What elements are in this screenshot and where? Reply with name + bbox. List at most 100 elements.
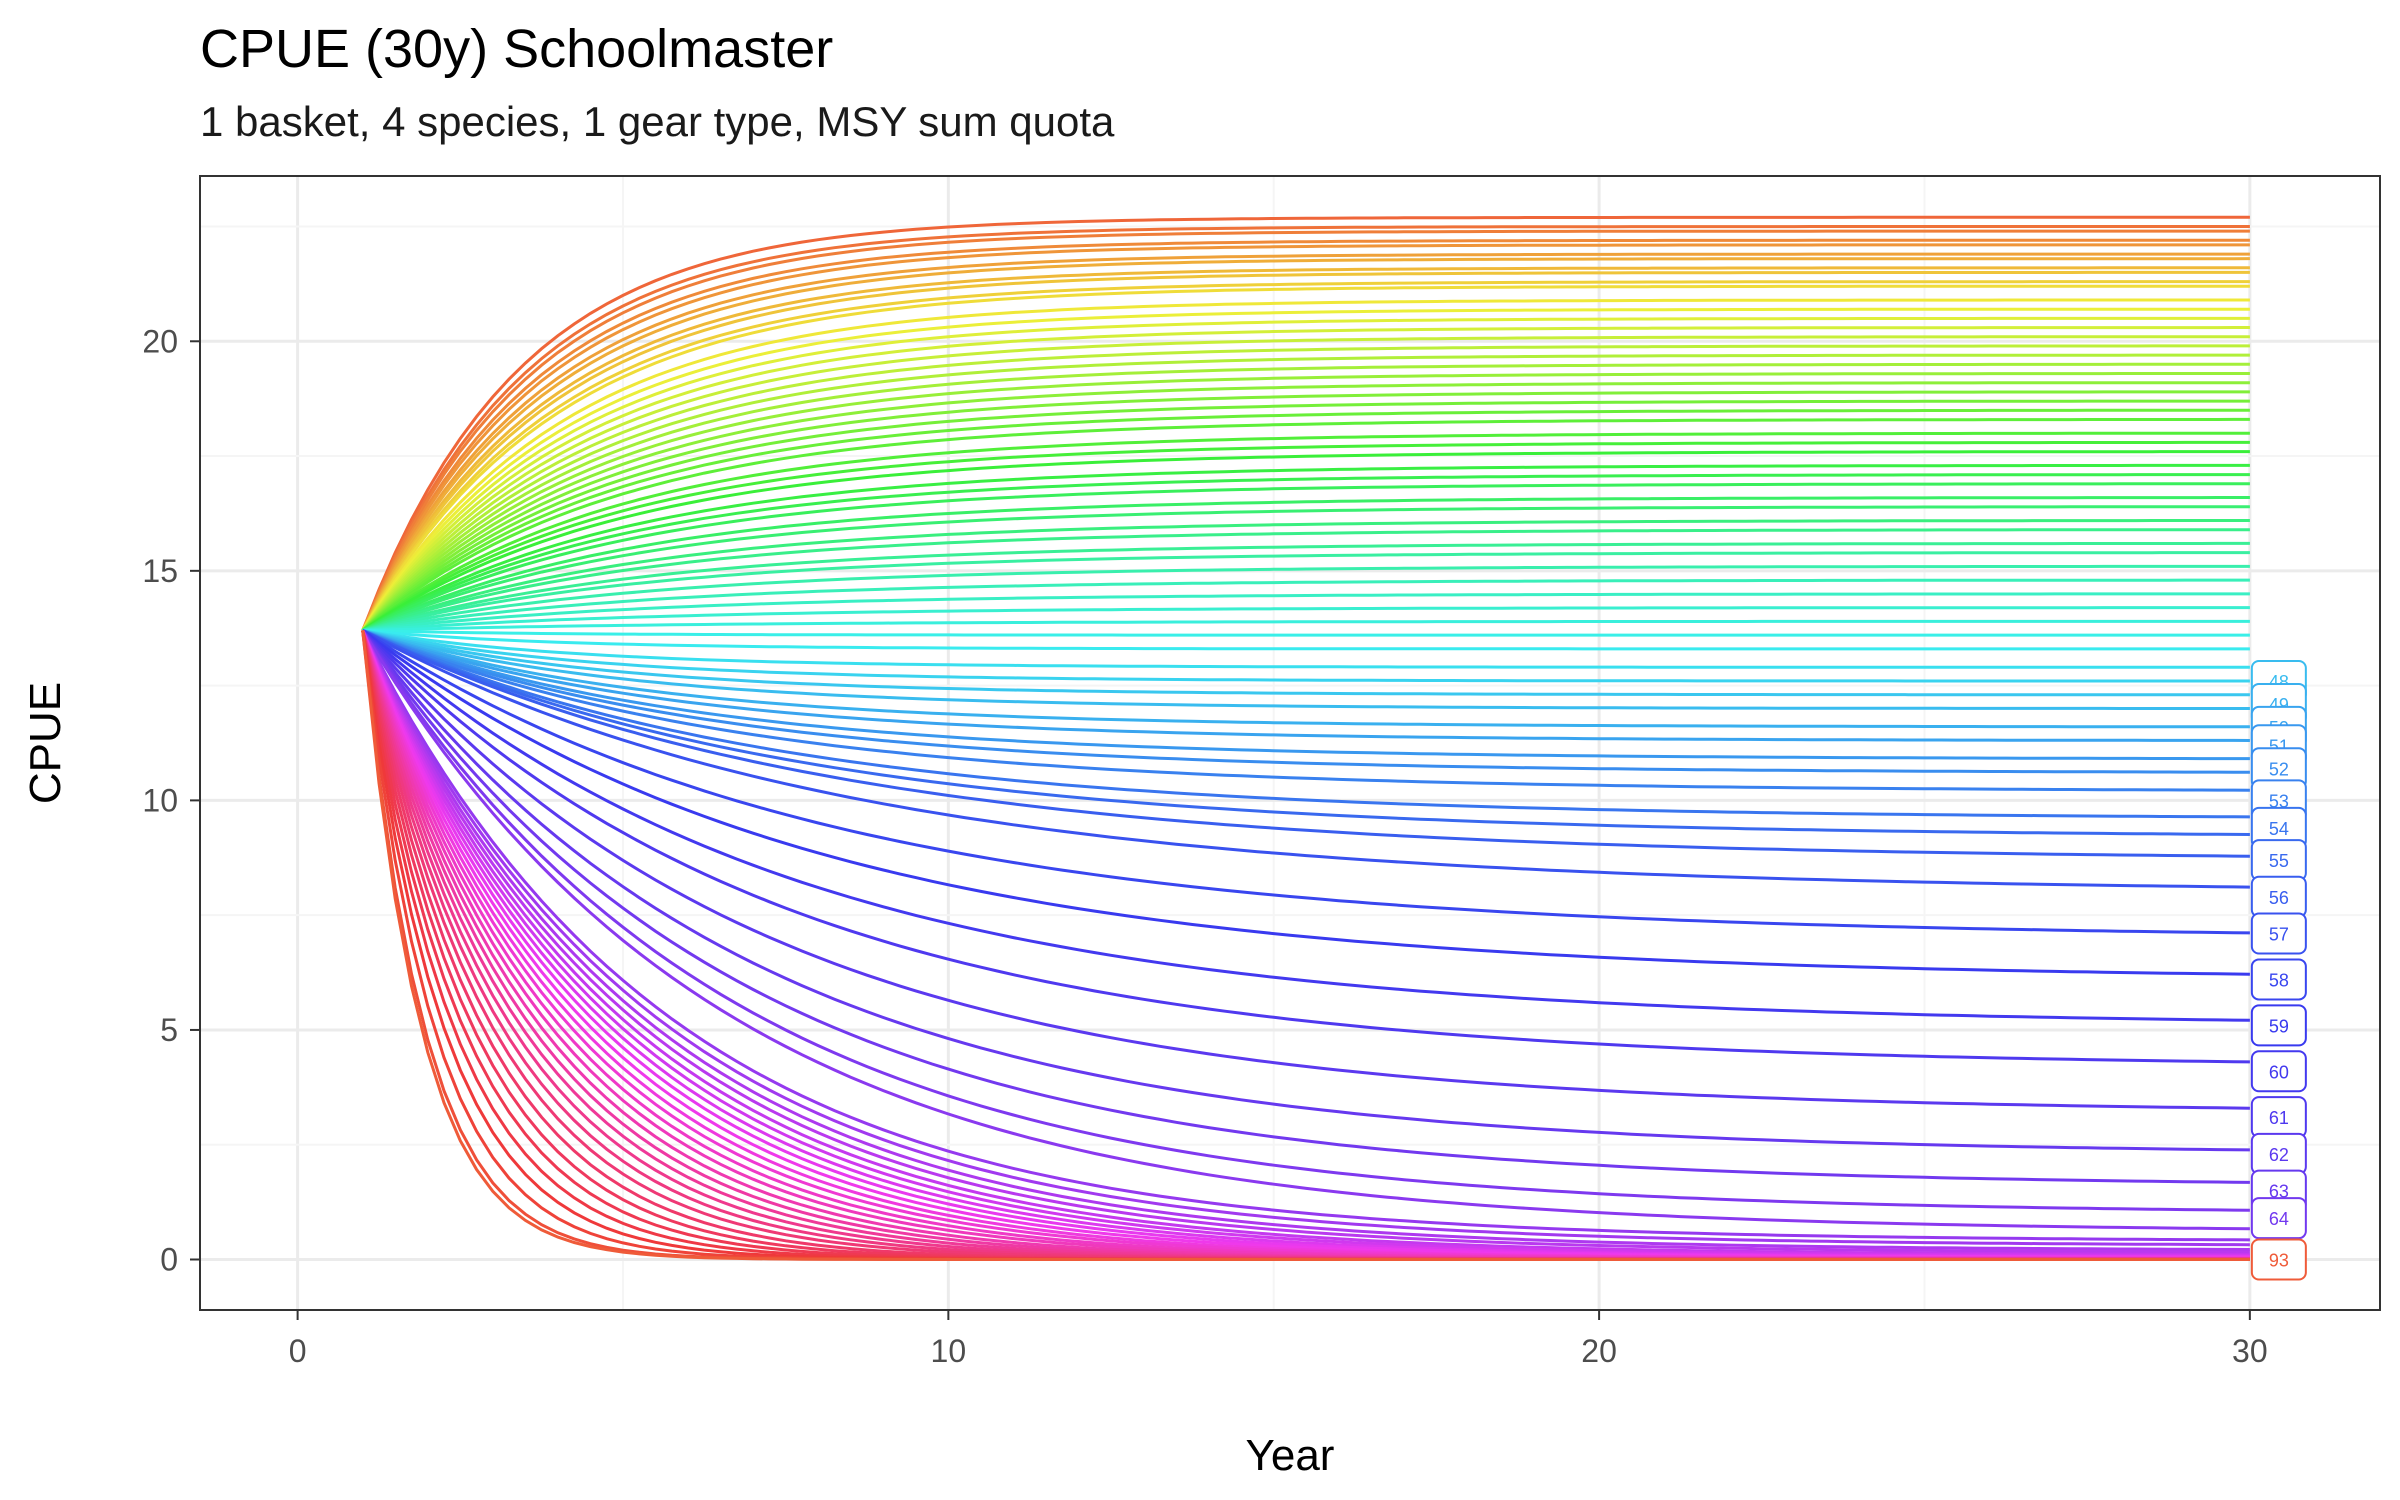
series-line-44 xyxy=(362,629,2250,651)
series-line-19 xyxy=(361,362,2250,632)
series-line-50 xyxy=(362,629,2250,742)
series-line-2 xyxy=(361,225,2250,632)
series-line-42 xyxy=(362,619,2250,632)
series-line-70 xyxy=(361,629,2250,1254)
series-line-20 xyxy=(361,372,2250,632)
series-line-25 xyxy=(361,417,2250,632)
series-line-24 xyxy=(361,408,2250,632)
series-line-22 xyxy=(361,390,2250,632)
x-tick-label: 0 xyxy=(289,1333,307,1369)
series-line-3 xyxy=(361,229,2250,632)
series-line-36 xyxy=(362,541,2250,632)
end-label-62: 62 xyxy=(2250,1132,2307,1175)
series-line-30 xyxy=(361,473,2250,632)
end-label-text: 56 xyxy=(2269,888,2289,908)
series-line-66 xyxy=(361,629,2250,1231)
series-line-28 xyxy=(361,450,2250,632)
end-label-54: 54 xyxy=(2250,806,2307,849)
series-line-54 xyxy=(362,629,2250,819)
y-tick-label: 0 xyxy=(160,1241,178,1277)
end-label-58: 58 xyxy=(2250,958,2307,1001)
series-line-14 xyxy=(361,316,2250,632)
end-label-59: 59 xyxy=(2250,1004,2307,1047)
series-line-68 xyxy=(361,629,2250,1247)
series-line-62 xyxy=(361,629,2250,1110)
series-end-labels: 484950515253545556575859606162636493 xyxy=(2250,660,2307,1281)
series-line-4 xyxy=(361,238,2250,632)
series-line-38 xyxy=(362,564,2250,632)
series-line-13 xyxy=(361,307,2250,632)
end-label-box xyxy=(2250,1238,2307,1281)
series-line-1 xyxy=(361,215,2250,632)
series-line-69 xyxy=(361,629,2250,1251)
series-line-17 xyxy=(361,344,2250,632)
series-lines xyxy=(361,215,2250,1261)
series-line-43 xyxy=(362,629,2250,637)
end-label-box xyxy=(2250,1197,2307,1240)
end-label-text: 63 xyxy=(2269,1182,2289,1202)
series-line-59 xyxy=(361,629,2250,976)
end-label-56: 56 xyxy=(2250,875,2307,918)
series-line-37 xyxy=(362,551,2250,632)
series-line-27 xyxy=(361,440,2250,632)
end-label-text: 93 xyxy=(2269,1250,2289,1270)
y-tick-label: 20 xyxy=(142,323,178,359)
series-line-47 xyxy=(362,629,2250,697)
series-line-48 xyxy=(362,629,2250,710)
end-label-93: 93 xyxy=(2250,1238,2307,1281)
series-line-41 xyxy=(362,606,2250,632)
x-axis-title: Year xyxy=(1246,1431,1335,1480)
series-line-31 xyxy=(362,482,2250,632)
end-label-text: 59 xyxy=(2269,1016,2289,1036)
series-line-51 xyxy=(362,629,2250,761)
end-label-61: 61 xyxy=(2250,1096,2307,1139)
end-label-text: 53 xyxy=(2269,791,2289,811)
series-line-34 xyxy=(362,519,2250,632)
series-line-9 xyxy=(361,270,2250,632)
end-label-60: 60 xyxy=(2250,1050,2307,1093)
y-axis-title: CPUE xyxy=(21,682,70,804)
series-line-33 xyxy=(362,505,2250,632)
series-line-32 xyxy=(362,496,2250,632)
series-line-18 xyxy=(361,353,2250,632)
axes: 0 10 20 30 0 5 10 15 20 xyxy=(142,323,2267,1369)
end-label-text: 54 xyxy=(2269,819,2289,839)
series-line-56 xyxy=(362,629,2250,858)
series-line-16 xyxy=(361,335,2250,632)
series-line-10 xyxy=(361,280,2250,632)
series-line-58 xyxy=(361,629,2250,935)
x-tick-label: 10 xyxy=(931,1333,967,1369)
end-label-text: 64 xyxy=(2269,1209,2289,1229)
y-tick-label: 15 xyxy=(142,553,178,589)
series-line-11 xyxy=(361,284,2250,632)
series-line-6 xyxy=(361,252,2250,632)
x-tick-label: 20 xyxy=(1581,1333,1617,1369)
end-label-64: 64 xyxy=(2250,1197,2307,1240)
chart-title: CPUE (30y) Schoolmaster xyxy=(200,19,834,79)
series-line-35 xyxy=(362,528,2250,632)
series-line-67 xyxy=(361,629,2250,1242)
end-label-text: 57 xyxy=(2269,925,2289,945)
end-label-text: 55 xyxy=(2269,851,2289,871)
end-label-55: 55 xyxy=(2250,839,2307,882)
series-line-40 xyxy=(362,592,2250,632)
series-line-12 xyxy=(361,298,2250,632)
panel-border xyxy=(199,175,2381,1311)
y-tick-label: 10 xyxy=(142,782,178,818)
series-line-26 xyxy=(361,431,2250,632)
series-line-61 xyxy=(361,629,2250,1064)
series-line-5 xyxy=(361,243,2250,632)
y-tick-label: 5 xyxy=(160,1012,178,1048)
series-line-46 xyxy=(362,629,2250,683)
chart-subtitle: 1 basket, 4 species, 1 gear type, MSY su… xyxy=(200,98,1115,145)
series-line-15 xyxy=(361,326,2250,632)
end-label-box xyxy=(2250,958,2307,1001)
end-label-text: 61 xyxy=(2269,1108,2289,1128)
end-label-box xyxy=(2250,1004,2307,1047)
series-line-53 xyxy=(362,629,2250,792)
series-line-55 xyxy=(362,629,2250,836)
series-line-60 xyxy=(361,629,2250,1022)
series-line-23 xyxy=(361,399,2250,632)
series-line-21 xyxy=(361,381,2250,632)
